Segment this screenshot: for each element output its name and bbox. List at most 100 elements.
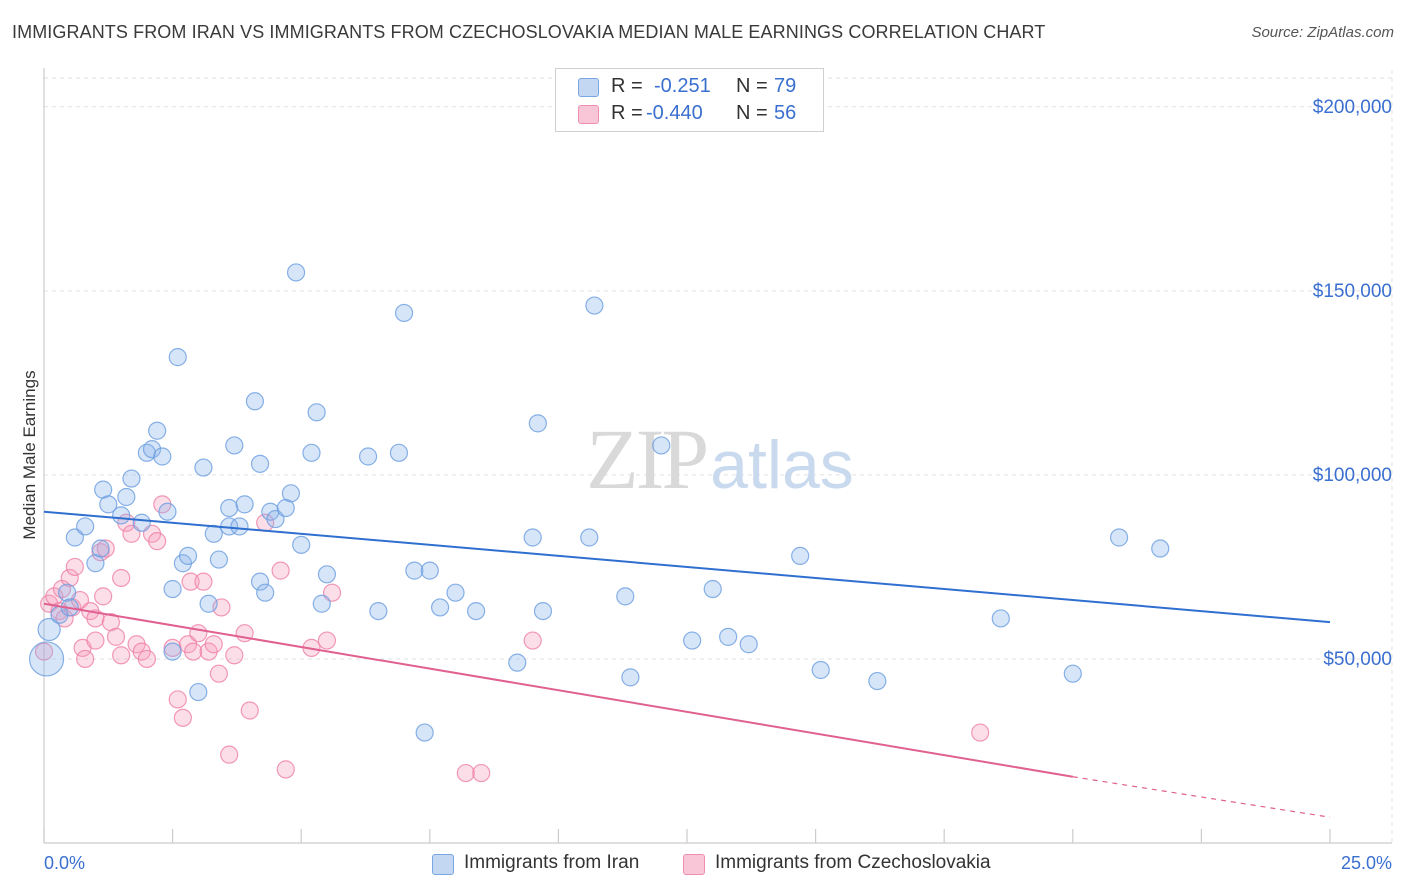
y-tick-label: $100,000 bbox=[1313, 465, 1392, 486]
iran-point bbox=[199, 594, 218, 613]
iran-point bbox=[28, 641, 65, 677]
iran-point bbox=[178, 546, 198, 565]
iran-point bbox=[703, 579, 722, 599]
iran-point bbox=[791, 546, 810, 565]
x-tick-label: 25.0% bbox=[1341, 853, 1392, 873]
czech-point bbox=[86, 631, 105, 650]
iran-point bbox=[508, 653, 527, 672]
chart-source: Source: ZipAtlas.com bbox=[1251, 24, 1394, 41]
iran-point bbox=[405, 561, 424, 580]
iran-point bbox=[250, 572, 270, 591]
czech-point bbox=[168, 690, 187, 709]
iran-point bbox=[204, 524, 223, 543]
iran-point bbox=[719, 627, 738, 646]
iran-point bbox=[209, 550, 228, 569]
iran-point bbox=[533, 601, 553, 621]
iran-point bbox=[415, 723, 434, 742]
iran-point bbox=[317, 565, 337, 584]
czech-trendline-extension bbox=[1072, 776, 1331, 818]
iran-point bbox=[358, 447, 378, 466]
iran-point bbox=[189, 682, 208, 702]
iran-point bbox=[122, 469, 141, 488]
czech-point bbox=[106, 627, 126, 646]
czech-points bbox=[34, 495, 990, 783]
czech-point bbox=[86, 609, 105, 628]
iran-point bbox=[112, 506, 131, 525]
iran-swatch bbox=[578, 78, 599, 97]
iran-point bbox=[307, 403, 326, 422]
iran-points bbox=[28, 263, 1170, 742]
iran-point bbox=[245, 392, 265, 411]
czech-point bbox=[271, 561, 290, 580]
iran-point bbox=[225, 436, 244, 455]
watermark: ZIPatlas bbox=[586, 411, 854, 507]
correlation-legend: R = -0.251 N = 79 R = -0.440 N = 56 bbox=[555, 68, 824, 132]
axes bbox=[43, 68, 1392, 844]
czech-point bbox=[94, 587, 113, 606]
legend-n-key: N = bbox=[736, 102, 768, 124]
czech-point bbox=[137, 649, 156, 669]
iran-point bbox=[292, 535, 311, 554]
watermark-text: ZIPatlas bbox=[586, 411, 854, 507]
iran-legend-label: Immigrants from Iran bbox=[464, 852, 640, 873]
iran-point bbox=[811, 660, 830, 680]
czech-point bbox=[220, 745, 239, 764]
czech-point bbox=[148, 532, 167, 551]
czech-point bbox=[204, 635, 223, 654]
czech-point bbox=[76, 649, 95, 669]
iran-point bbox=[99, 495, 118, 514]
iran-point bbox=[652, 436, 671, 455]
legend-n-value: 79 bbox=[774, 75, 797, 97]
iran-point bbox=[158, 502, 177, 521]
iran-point bbox=[250, 454, 270, 473]
legend-n-value: 56 bbox=[774, 102, 797, 124]
iran-point bbox=[739, 635, 758, 654]
czech-legend-swatch bbox=[683, 854, 705, 875]
czech-point bbox=[317, 631, 337, 650]
czech-point bbox=[456, 763, 475, 783]
iran-point bbox=[286, 263, 306, 282]
legend-r-value: -0.251 bbox=[654, 75, 711, 97]
czech-point bbox=[194, 572, 213, 591]
iran-point bbox=[235, 495, 254, 514]
iran-point bbox=[194, 458, 213, 477]
czech-point bbox=[189, 624, 208, 643]
iran-point bbox=[430, 598, 450, 617]
iran-point bbox=[523, 528, 542, 547]
iran-point bbox=[230, 517, 249, 536]
czech-point bbox=[112, 568, 131, 588]
iran-point bbox=[220, 498, 239, 518]
y-tick-label: $150,000 bbox=[1313, 281, 1392, 302]
iran-point bbox=[256, 583, 275, 602]
iran-point bbox=[312, 594, 331, 613]
czech-swatch bbox=[578, 105, 599, 124]
iran-point bbox=[168, 348, 187, 367]
czech-point bbox=[34, 642, 54, 661]
legend-r-value: -0.440 bbox=[646, 102, 703, 124]
czech-point bbox=[472, 763, 491, 783]
iran-point bbox=[163, 579, 182, 599]
y-tick-label: $200,000 bbox=[1313, 97, 1392, 118]
iran-point bbox=[394, 303, 414, 323]
czech-point bbox=[523, 631, 542, 650]
y-tick-label: $50,000 bbox=[1323, 649, 1392, 670]
iran-point bbox=[616, 587, 635, 606]
iran-point bbox=[1151, 539, 1170, 558]
iran-point bbox=[389, 443, 409, 462]
iran-legend-swatch bbox=[432, 854, 454, 875]
iran-point bbox=[991, 609, 1010, 628]
iran-point bbox=[683, 631, 702, 650]
czech-point bbox=[184, 642, 203, 661]
iran-point bbox=[302, 443, 321, 462]
legend-n-key: N = bbox=[736, 75, 768, 97]
iran-point bbox=[868, 671, 887, 691]
iran-point bbox=[163, 642, 182, 661]
gridlines bbox=[44, 70, 1393, 843]
iran-point bbox=[420, 561, 439, 580]
czech-point bbox=[60, 568, 79, 588]
legend-r-key: R = bbox=[611, 75, 643, 97]
legend-r-key: R = bbox=[611, 102, 643, 124]
iran-point bbox=[37, 617, 61, 642]
iran-point bbox=[91, 539, 110, 558]
